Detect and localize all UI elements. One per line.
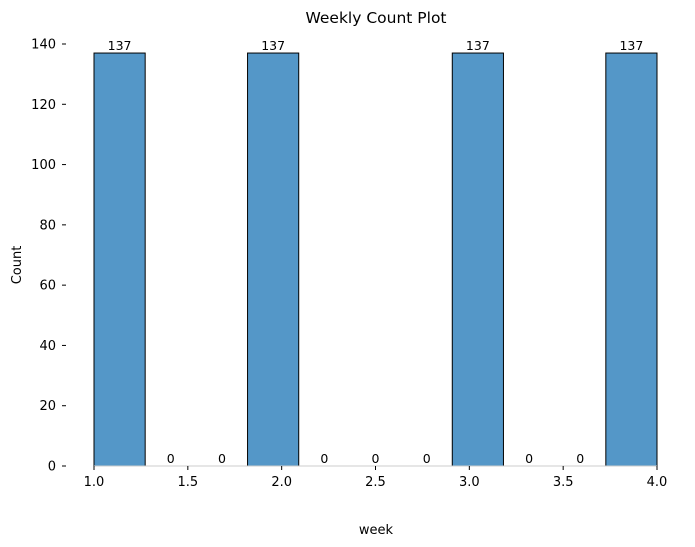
bar-value-label: 0: [167, 451, 175, 466]
x-tick-label: 2.5: [365, 475, 386, 490]
bar-value-label: 0: [576, 451, 584, 466]
bar-value-label: 0: [372, 451, 380, 466]
bar-value-label: 0: [525, 451, 533, 466]
x-tick-label: 4.0: [647, 475, 668, 490]
y-tick-label: 40: [39, 339, 56, 354]
y-axis-title: Count: [10, 246, 25, 285]
bar-value-label: 0: [218, 451, 226, 466]
chart-title: Weekly Count Plot: [305, 9, 446, 27]
y-tick-label: 100: [31, 158, 56, 173]
histogram-bar: [605, 52, 658, 467]
x-axis: 1.0 1.5 2.0 2.5 3.0 3.5 4.0: [84, 466, 668, 490]
y-tick-label: 0: [48, 460, 56, 475]
y-tick-label: 60: [39, 279, 56, 294]
y-tick-label: 140: [31, 38, 56, 53]
bar-value-label: 0: [423, 451, 431, 466]
bar-value-label: 137: [261, 38, 285, 53]
y-axis: 0 20 40 60 80 100 120 140: [31, 38, 66, 475]
x-tick-label: 3.0: [459, 475, 480, 490]
histogram-bar: [247, 52, 300, 467]
x-tick-label: 1.0: [84, 475, 105, 490]
bar-value-label: 0: [320, 451, 328, 466]
histogram-bar: [93, 52, 146, 467]
bar-value-label: 137: [619, 38, 643, 53]
y-tick-label: 120: [31, 98, 56, 113]
y-tick-label: 80: [39, 218, 56, 233]
x-axis-title: week: [359, 523, 394, 538]
y-tick-label: 20: [39, 399, 56, 414]
x-tick-label: 2.0: [271, 475, 292, 490]
bar-value-label: 137: [466, 38, 490, 53]
bars-group: [93, 52, 658, 467]
bar-value-label: 137: [108, 38, 132, 53]
bar-labels-group: 137 0 0 137 0 0 0 137 0 0 137: [108, 38, 644, 466]
x-tick-label: 3.5: [553, 475, 574, 490]
histogram-bar: [451, 52, 504, 467]
x-tick-label: 1.5: [177, 475, 198, 490]
